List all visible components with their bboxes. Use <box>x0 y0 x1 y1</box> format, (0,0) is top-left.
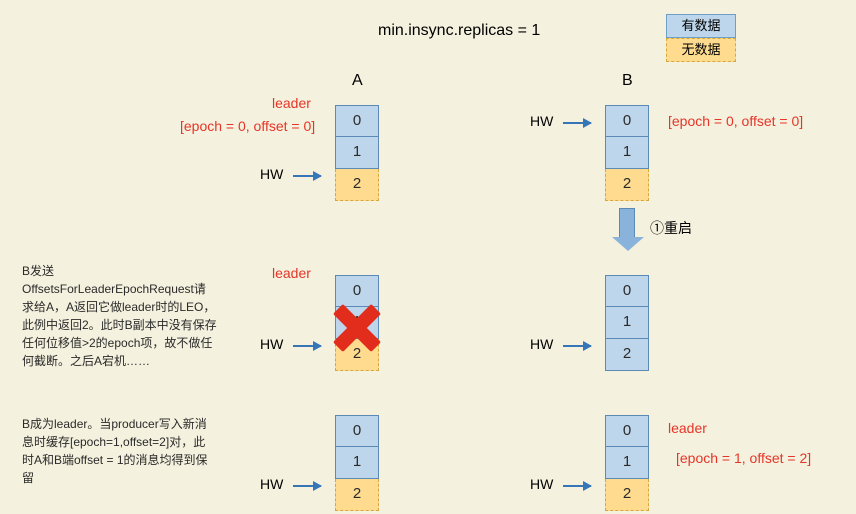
stack-b-row3: 0 1 2 <box>605 415 649 511</box>
stack-b-row1: 0 1 2 <box>605 105 649 201</box>
stack-b-row2: 0 1 2 <box>605 275 649 371</box>
restart-label: ①重启 <box>650 218 692 238</box>
cell: 1 <box>605 447 649 479</box>
cell: 2 <box>335 339 379 371</box>
restart-arrow-icon <box>619 208 635 238</box>
hw-arrow-b1 <box>563 122 591 124</box>
cell: 2 <box>605 479 649 511</box>
epoch-b1: [epoch = 0, offset = 0] <box>668 113 803 129</box>
stack-a-row3: 0 1 2 <box>335 415 379 511</box>
leader-label-b3: leader <box>668 420 707 436</box>
config-title: min.insync.replicas = 1 <box>378 22 540 40</box>
hw-label-a2: HW <box>260 336 283 352</box>
cell: 0 <box>605 105 649 137</box>
epoch-b3: [epoch = 1, offset = 2] <box>676 450 811 466</box>
hw-label-a1: HW <box>260 166 283 182</box>
cell: 1 <box>335 447 379 479</box>
leader-label-a2: leader <box>272 265 311 281</box>
cell: 0 <box>605 415 649 447</box>
hw-arrow-a3 <box>293 485 321 487</box>
stack-a-row1: 0 1 2 <box>335 105 379 201</box>
epoch-a1: [epoch = 0, offset = 0] <box>180 118 315 134</box>
note-row3: B成为leader。当producer写入新消息时缓存[epoch=1,offs… <box>22 415 217 487</box>
stack-a-row2: 0 1 2 <box>335 275 379 371</box>
hw-arrow-a1 <box>293 175 321 177</box>
cell: 0 <box>335 275 379 307</box>
hw-label-b3: HW <box>530 476 553 492</box>
cell: 0 <box>335 415 379 447</box>
cell: 1 <box>335 307 379 339</box>
column-b-label: B <box>622 72 633 90</box>
hw-label-a3: HW <box>260 476 283 492</box>
hw-arrow-a2 <box>293 345 321 347</box>
hw-arrow-b2 <box>563 345 591 347</box>
hw-label-b1: HW <box>530 113 553 129</box>
cell: 1 <box>605 307 649 339</box>
cell: 1 <box>605 137 649 169</box>
cell: 2 <box>605 339 649 371</box>
cell: 2 <box>605 169 649 201</box>
column-a-label: A <box>352 72 363 90</box>
cell: 0 <box>605 275 649 307</box>
cell: 1 <box>335 137 379 169</box>
note-row2: B发送OffsetsForLeaderEpochRequest请求给A，A返回它… <box>22 262 217 370</box>
legend-no-data: 无数据 <box>666 38 736 62</box>
leader-label-a1: leader <box>272 95 311 111</box>
hw-arrow-b3 <box>563 485 591 487</box>
cell: 2 <box>335 479 379 511</box>
cell: 0 <box>335 105 379 137</box>
legend-has-data: 有数据 <box>666 14 736 38</box>
hw-label-b2: HW <box>530 336 553 352</box>
cell: 2 <box>335 169 379 201</box>
